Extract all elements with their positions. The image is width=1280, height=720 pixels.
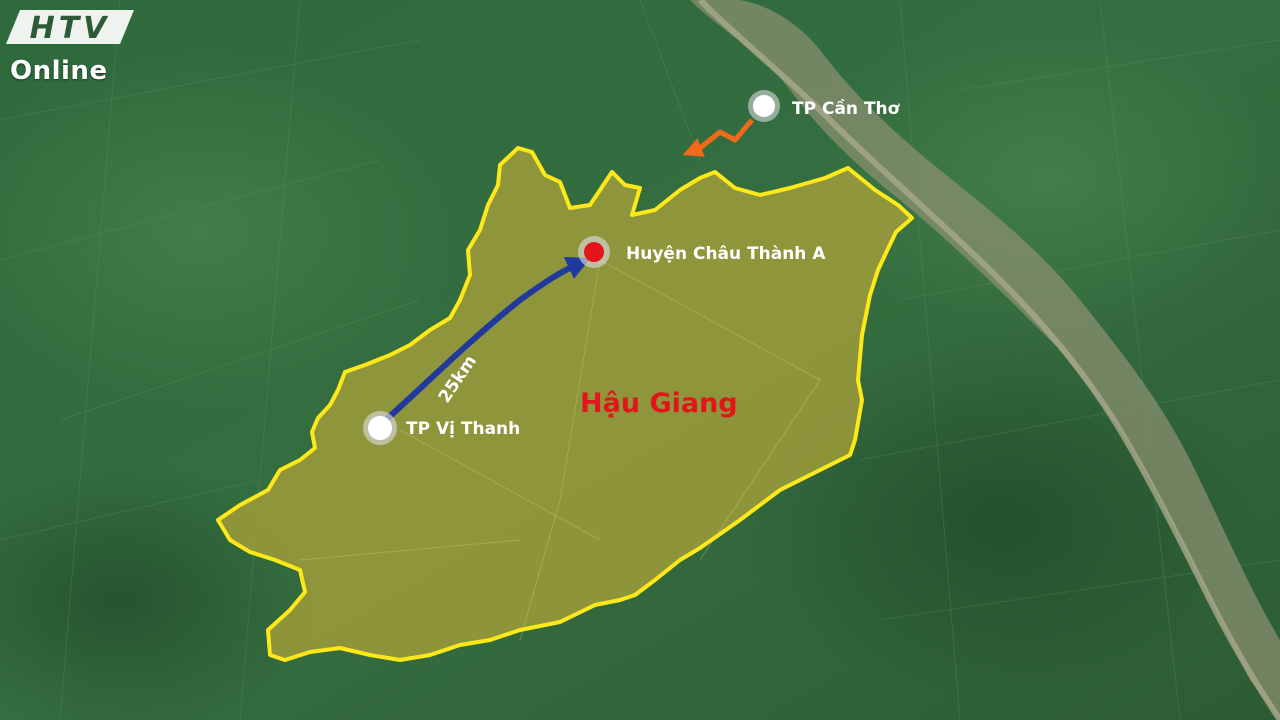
htv-logo-text: HTV bbox=[30, 11, 111, 46]
htv-logo-subtitle: Online bbox=[10, 56, 108, 86]
place-label-tp-can-tho: TP Cần Thơ bbox=[792, 98, 901, 119]
province-roads bbox=[299, 259, 821, 641]
province-label-hau-giang: Hậu Giang bbox=[580, 388, 738, 419]
river-channel bbox=[697, 0, 1280, 720]
marker-tp-can-tho[interactable] bbox=[748, 90, 780, 122]
orange-route-arrow bbox=[682, 118, 754, 157]
place-label-tp-vi-thanh: TP Vị Thanh bbox=[406, 419, 520, 439]
blue-route-arrow bbox=[385, 257, 591, 421]
terrain-light-patch bbox=[810, 20, 1280, 340]
htv-logo-icon: HTV bbox=[6, 10, 134, 46]
marker-tp-vi-thanh[interactable] bbox=[363, 411, 397, 445]
htv-online-logo: HTV Online bbox=[6, 6, 136, 86]
marker-huyen-chau-thanh-a[interactable] bbox=[578, 236, 610, 268]
terrain-light-patch bbox=[0, 50, 460, 410]
place-label-huyen-chau-thanh-a: Huyện Châu Thành A bbox=[626, 244, 826, 264]
province-hau-giang-boundary bbox=[216, 146, 914, 662]
